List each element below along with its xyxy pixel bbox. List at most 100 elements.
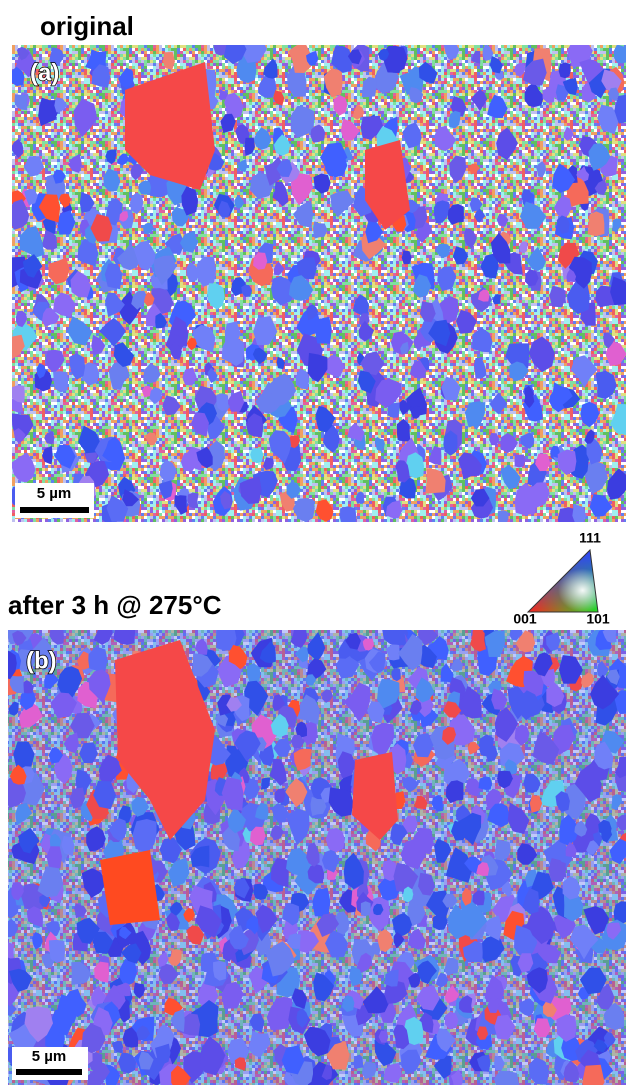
- grain: [470, 488, 490, 507]
- grain: [221, 776, 244, 811]
- grain: [94, 961, 110, 983]
- grain: [523, 670, 544, 698]
- grain: [45, 349, 65, 373]
- grain: [269, 758, 287, 786]
- grain: [48, 747, 64, 764]
- grain: [102, 436, 123, 463]
- grain: [24, 188, 38, 206]
- grain: [473, 357, 487, 379]
- grain: [515, 630, 536, 653]
- grain: [8, 650, 17, 680]
- grain: [586, 840, 600, 855]
- grain: [494, 706, 519, 742]
- grain: [492, 294, 502, 305]
- grain: [584, 429, 595, 444]
- grain: [522, 58, 547, 86]
- grain: [345, 633, 361, 650]
- grain: [609, 838, 626, 865]
- grain: [45, 921, 61, 936]
- grain: [410, 405, 421, 419]
- grain: [49, 833, 62, 849]
- grain: [400, 837, 426, 870]
- grain: [71, 961, 92, 985]
- grain: [246, 413, 264, 438]
- grain: [254, 932, 272, 956]
- grain: [36, 363, 46, 379]
- grain: [428, 319, 451, 347]
- grain: [12, 138, 24, 158]
- grain: [514, 62, 526, 77]
- grain: [614, 756, 626, 779]
- grain: [282, 903, 300, 926]
- grain: [457, 901, 488, 938]
- grain: [228, 644, 248, 670]
- grain: [530, 482, 550, 508]
- grain: [496, 213, 509, 227]
- grain: [528, 1057, 550, 1085]
- grain: [602, 630, 617, 643]
- grain: [433, 200, 450, 224]
- grain: [562, 876, 581, 900]
- grain: [362, 986, 390, 1014]
- grain: [562, 77, 578, 96]
- grain: [401, 1049, 422, 1075]
- grain: [241, 284, 252, 297]
- grain: [182, 367, 197, 386]
- grain: [310, 796, 327, 816]
- key-label: 001: [513, 611, 537, 627]
- grain: [155, 1043, 171, 1065]
- grain: [296, 257, 317, 280]
- grain: [244, 137, 255, 156]
- grain: [347, 49, 362, 65]
- grain: [322, 689, 333, 703]
- grain: [324, 355, 345, 377]
- grain: [48, 939, 66, 963]
- grain: [244, 680, 269, 717]
- grain: [61, 835, 75, 857]
- grain: [186, 261, 200, 283]
- grain: [526, 246, 546, 271]
- grain: [222, 826, 240, 852]
- grain: [385, 641, 400, 661]
- grain: [87, 646, 108, 673]
- grain: [169, 901, 183, 916]
- grain: [145, 432, 158, 446]
- grain: [155, 1024, 175, 1050]
- grain: [250, 826, 266, 846]
- grain: [281, 1045, 305, 1075]
- grain: [253, 127, 272, 150]
- grain: [263, 58, 278, 79]
- grain: [603, 1002, 625, 1031]
- grain: [343, 852, 364, 889]
- grain: [271, 857, 289, 888]
- grain: [153, 255, 177, 286]
- grain: [347, 423, 365, 442]
- grain: [418, 61, 438, 84]
- grain: [456, 309, 477, 334]
- grain: [312, 887, 331, 917]
- grain: [53, 292, 76, 317]
- grain: [306, 50, 319, 66]
- grain: [8, 942, 15, 961]
- grain: [607, 468, 626, 500]
- grain: [307, 352, 328, 383]
- grain: [472, 327, 493, 353]
- grain: [216, 393, 229, 412]
- grain: [168, 857, 190, 887]
- grain: [249, 1013, 265, 1033]
- grain: [583, 459, 608, 494]
- grain: [70, 712, 95, 739]
- grain: [253, 883, 269, 900]
- grain: [16, 46, 30, 61]
- grain: [226, 390, 245, 412]
- grain: [149, 387, 163, 405]
- grain: [443, 430, 458, 456]
- grain: [431, 795, 443, 812]
- grain: [491, 688, 508, 710]
- grain: [494, 1055, 505, 1071]
- grain: [425, 468, 446, 494]
- grain: [22, 680, 34, 694]
- grain: [186, 337, 197, 351]
- grain: [352, 104, 365, 120]
